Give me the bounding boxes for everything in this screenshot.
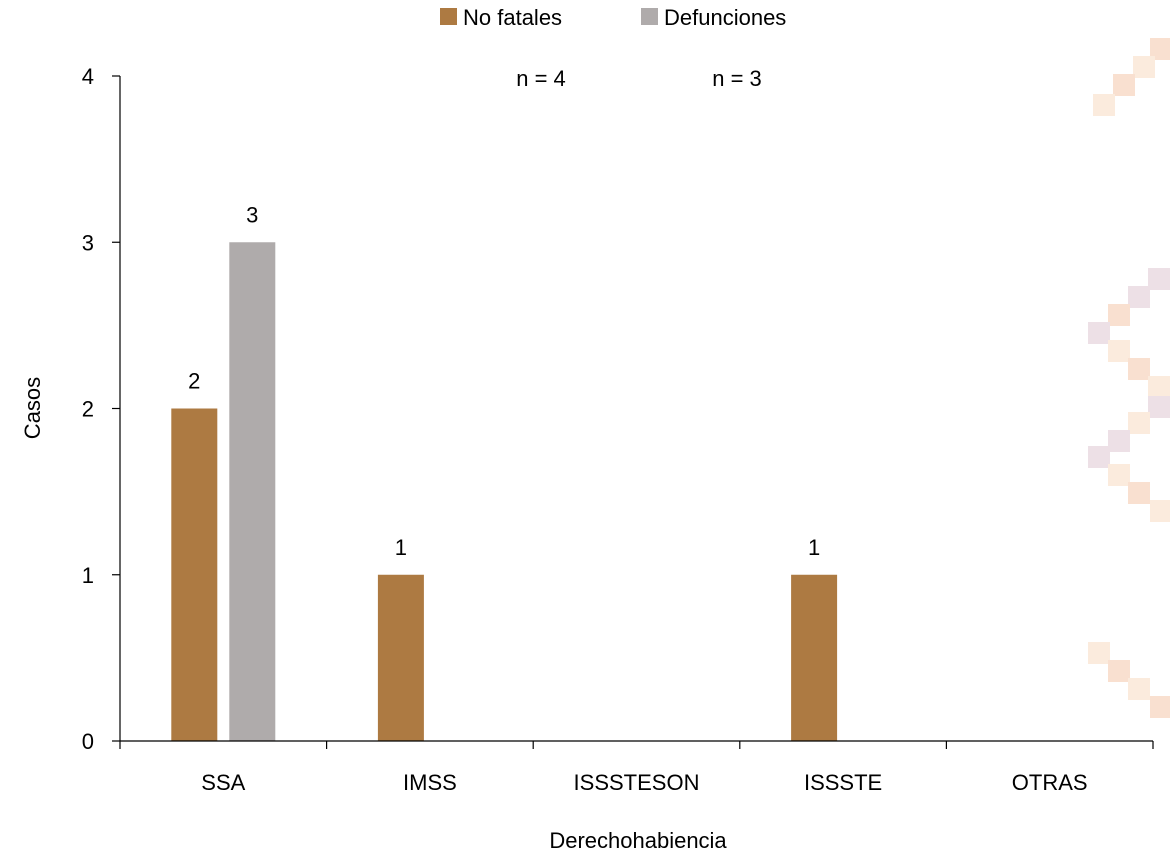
- background-watermark: [1088, 38, 1170, 718]
- y-tick-label: 3: [82, 230, 94, 255]
- watermark-square: [1128, 358, 1150, 380]
- y-axis-ticks: 0 1 2 3 4: [82, 64, 120, 754]
- watermark-square: [1088, 446, 1110, 468]
- watermark-square: [1150, 38, 1170, 60]
- watermark-square: [1150, 696, 1170, 718]
- data-label: 1: [395, 535, 407, 560]
- y-axis-title: Casos: [20, 377, 45, 439]
- x-axis-title: Derechohabiencia: [549, 828, 727, 853]
- data-label: 3: [246, 202, 258, 227]
- watermark-square: [1148, 376, 1170, 398]
- watermark-square: [1108, 340, 1130, 362]
- bars: [171, 242, 838, 742]
- annotation-n-no-fatales: n = 4: [516, 66, 566, 91]
- watermark-square: [1150, 500, 1170, 522]
- watermark-square: [1108, 464, 1130, 486]
- bar-no-fatales[interactable]: [171, 408, 218, 742]
- x-tick-label: ISSSTESON: [574, 770, 700, 795]
- x-tick-label: SSA: [201, 770, 245, 795]
- watermark-square: [1133, 56, 1155, 78]
- y-tick-label: 1: [82, 563, 94, 588]
- watermark-square: [1108, 304, 1130, 326]
- legend: No fatales Defunciones: [440, 5, 786, 30]
- y-tick-label: 0: [82, 729, 94, 754]
- legend-label-defunciones[interactable]: Defunciones: [664, 5, 786, 30]
- legend-label-no-fatales[interactable]: No fatales: [463, 5, 562, 30]
- watermark-square: [1128, 412, 1150, 434]
- x-tick-label: IMSS: [403, 770, 457, 795]
- watermark-square: [1088, 322, 1110, 344]
- watermark-square: [1128, 286, 1150, 308]
- data-label: 1: [808, 535, 820, 560]
- x-tick-label: ISSSTE: [804, 770, 882, 795]
- watermark-square: [1128, 482, 1150, 504]
- watermark-square: [1108, 430, 1130, 452]
- bar-no-fatales[interactable]: [791, 574, 838, 741]
- bar-defunciones[interactable]: [229, 242, 276, 741]
- x-axis-ticks: SSA IMSS ISSSTESON ISSSTE OTRAS: [119, 741, 1154, 795]
- legend-swatch-no-fatales: [440, 8, 457, 25]
- annotation-n-defunciones: n = 3: [712, 66, 762, 91]
- watermark-square: [1113, 74, 1135, 96]
- watermark-square: [1128, 678, 1150, 700]
- watermark-square: [1148, 396, 1170, 418]
- bar-no-fatales[interactable]: [377, 574, 424, 741]
- data-label: 2: [188, 369, 200, 394]
- x-tick-label: OTRAS: [1012, 770, 1088, 795]
- watermark-square: [1108, 660, 1130, 682]
- watermark-square: [1148, 268, 1170, 290]
- data-labels: 2 3 1 1: [188, 202, 820, 560]
- y-tick-label: 4: [82, 64, 94, 89]
- watermark-square: [1093, 94, 1115, 116]
- watermark-square: [1088, 642, 1110, 664]
- y-tick-label: 2: [82, 397, 94, 422]
- legend-swatch-defunciones: [641, 8, 658, 25]
